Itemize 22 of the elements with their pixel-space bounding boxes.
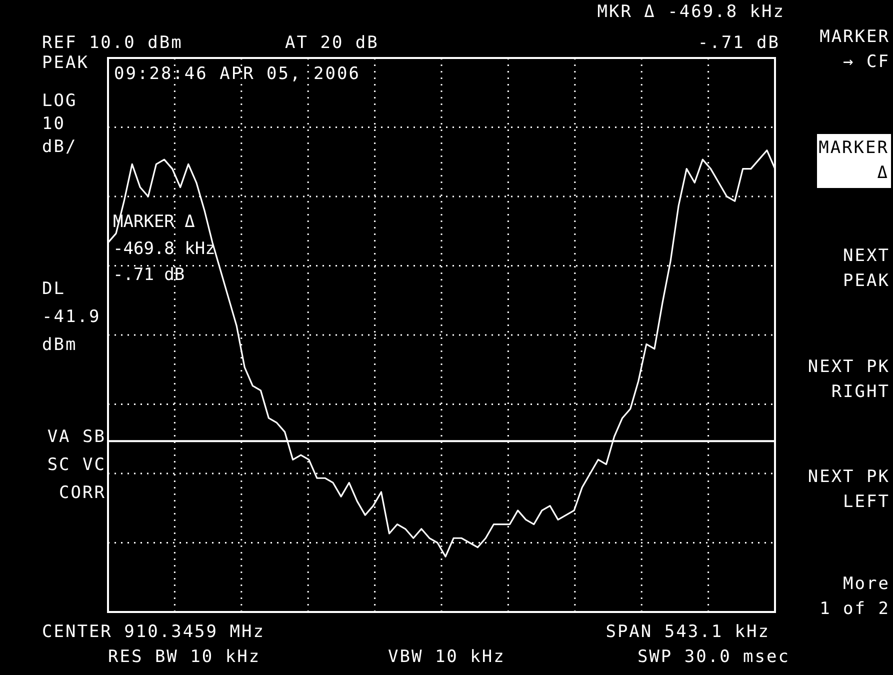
text: More 1 of 2 (820, 573, 890, 621)
text: CENTER 910.3459 MHz (42, 621, 265, 644)
text: MARKER Δ (816, 134, 891, 188)
text: 09:28:46 APR 05, 2006 (114, 63, 360, 86)
text: SPAN 543.1 kHz (606, 621, 770, 644)
annotation: -469.8 kHz (113, 238, 216, 261)
text: NEXT PK RIGHT (808, 356, 890, 404)
text: RES BW 10 kHz (108, 646, 261, 669)
text: REF 10.0 dBm (42, 32, 183, 55)
text: MARKER → CF (820, 26, 890, 74)
text: LOG 10 dB/ (42, 90, 78, 159)
ref-line-label: DL -41.9 dBm (42, 278, 102, 358)
text: VBW 10 kHz (388, 646, 506, 669)
text: PEAK (42, 52, 89, 75)
text: NEXT PK LEFT (808, 466, 890, 514)
text: SWP 30.0 msec (637, 646, 790, 669)
annotation: -.71 dB (113, 264, 185, 287)
text: -.71 dB (698, 32, 780, 55)
text: VA SB SC VC CORR (47, 426, 106, 505)
text: AT 20 dB (285, 32, 379, 55)
text: MKR Δ -469.8 kHz (597, 1, 785, 24)
text: NEXT PEAK (843, 245, 890, 293)
